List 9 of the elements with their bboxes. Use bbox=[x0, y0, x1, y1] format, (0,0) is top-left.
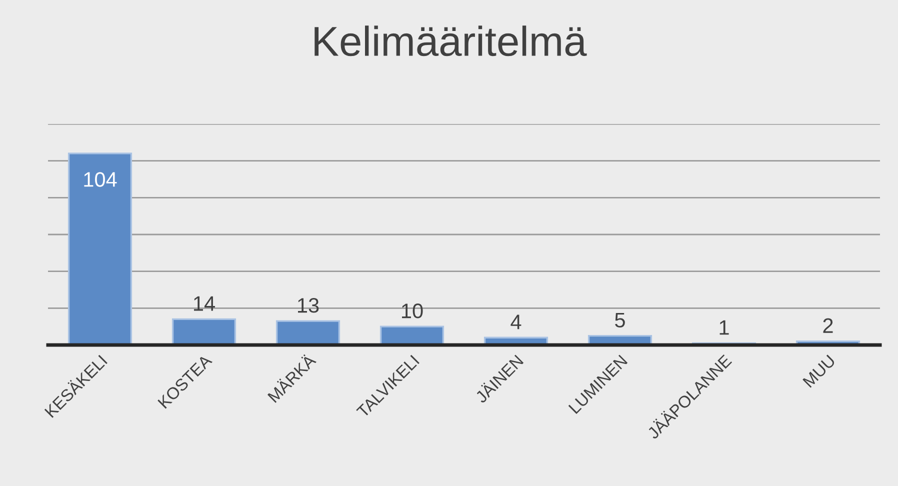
data-label: 10 bbox=[402, 304, 423, 318]
data-label: 1 bbox=[720, 320, 729, 335]
data-label: 5 bbox=[615, 312, 625, 328]
data-label: 4 bbox=[510, 314, 522, 330]
data-label: 2 bbox=[823, 318, 833, 333]
data-label: 13 bbox=[298, 298, 319, 313]
data-label: 14 bbox=[194, 296, 215, 311]
data-label: 104 bbox=[84, 172, 117, 187]
chart-title: Kelimääritelmä bbox=[314, 26, 587, 56]
